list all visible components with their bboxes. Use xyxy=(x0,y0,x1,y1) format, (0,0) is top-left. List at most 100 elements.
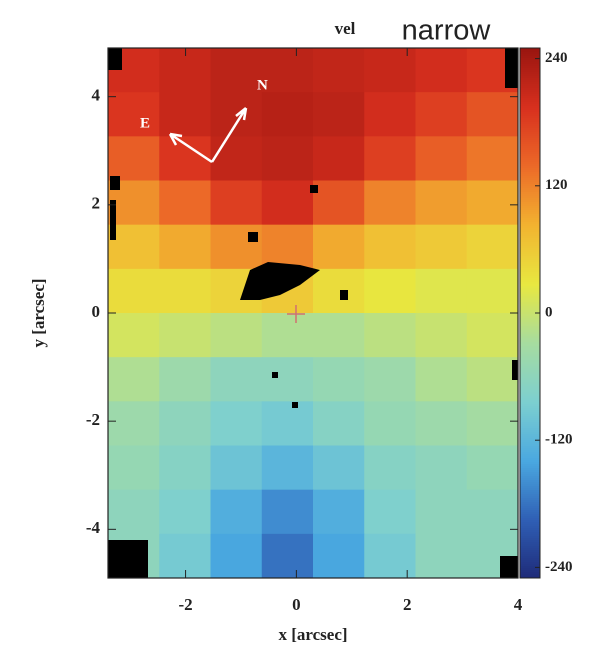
colorbar-step xyxy=(520,516,540,519)
colorbar-step xyxy=(520,374,540,377)
colorbar-step xyxy=(520,566,540,569)
colorbar-step xyxy=(520,354,540,357)
colorbar-step xyxy=(520,414,540,417)
y-tick-label: -2 xyxy=(86,410,100,429)
colorbar-step xyxy=(520,308,540,311)
colorbar-step xyxy=(520,208,540,211)
colorbar-step xyxy=(520,124,540,127)
colorbar-step xyxy=(520,342,540,345)
colorbar-step xyxy=(520,494,540,497)
colorbar-step xyxy=(520,542,540,545)
colorbar-step xyxy=(520,156,540,159)
colorbar-step xyxy=(520,546,540,549)
heatmap-cell xyxy=(364,268,416,314)
colorbar-step xyxy=(520,484,540,487)
colorbar-step xyxy=(520,90,540,93)
heatmap-cell xyxy=(313,401,365,446)
heatmap-cell xyxy=(108,357,160,402)
colorbar-step xyxy=(520,422,540,425)
y-tick-label: -4 xyxy=(86,518,101,537)
heatmap-cell xyxy=(261,224,314,270)
colorbar-step xyxy=(520,532,540,535)
colorbar-step xyxy=(520,162,540,165)
colorbar-step xyxy=(520,472,540,475)
heatmap-cell xyxy=(364,401,416,446)
heatmap-cell xyxy=(108,445,160,491)
heatmap-cell xyxy=(364,224,416,270)
colorbar-step xyxy=(520,94,540,97)
colorbar-step xyxy=(520,398,540,401)
colorbar-step xyxy=(520,66,540,69)
heatmap-cell xyxy=(415,313,468,358)
chart-title: vel xyxy=(335,19,356,38)
colorbar-step xyxy=(520,352,540,355)
colorbar-step xyxy=(520,444,540,447)
heatmap-cell xyxy=(364,92,416,137)
heatmap-cell xyxy=(108,313,160,358)
colorbar-step xyxy=(520,318,540,321)
colorbar-step xyxy=(520,450,540,453)
colorbar-step xyxy=(520,434,540,437)
colorbar-step xyxy=(520,120,540,123)
colorbar-step xyxy=(520,404,540,407)
colorbar-step xyxy=(520,278,540,281)
colorbar-step xyxy=(520,258,540,261)
colorbar-step xyxy=(520,150,540,153)
colorbar-step xyxy=(520,390,540,393)
colorbar-step xyxy=(520,466,540,469)
colorbar-step xyxy=(520,86,540,89)
colorbar-step xyxy=(520,154,540,157)
heatmap-cell xyxy=(313,313,365,358)
colorbar-step xyxy=(520,126,540,129)
colorbar-step xyxy=(520,270,540,273)
annotation: N xyxy=(257,77,268,93)
colorbar-step xyxy=(520,54,540,57)
colorbar-step xyxy=(520,254,540,257)
heatmap-cell xyxy=(466,445,519,491)
masked-pixels xyxy=(108,48,518,578)
colorbar-step xyxy=(520,474,540,477)
colorbar-step xyxy=(520,246,540,249)
heatmap-cell xyxy=(313,92,365,137)
colorbar-step xyxy=(520,288,540,291)
colorbar-step xyxy=(520,140,540,143)
colorbar-step xyxy=(520,554,540,557)
heatmap-cell xyxy=(415,224,468,270)
heatmap-cell xyxy=(415,401,468,446)
colorbar-step xyxy=(520,518,540,521)
colorbar-step xyxy=(520,416,540,419)
colorbar-step xyxy=(520,286,540,289)
heatmap-cell xyxy=(261,489,314,535)
colorbar-step xyxy=(520,548,540,551)
colorbar-step xyxy=(520,348,540,351)
colorbar-step xyxy=(520,76,540,79)
heatmap-cell xyxy=(313,180,365,226)
colorbar-step xyxy=(520,504,540,507)
heatmap-cell xyxy=(261,533,314,579)
colorbar-step xyxy=(520,200,540,203)
colorbar-step xyxy=(520,392,540,395)
heatmap-cell xyxy=(261,48,314,93)
colorbar-step xyxy=(520,536,540,539)
colorbar-step xyxy=(520,380,540,383)
colorbar-step xyxy=(520,176,540,179)
colorbar-step xyxy=(520,452,540,455)
heatmap-cell xyxy=(466,136,519,181)
colorbar-step xyxy=(520,170,540,173)
colorbar-step xyxy=(520,240,540,243)
colorbar-step xyxy=(520,322,540,325)
colorbar-step xyxy=(520,148,540,151)
heatmap-cell xyxy=(159,357,211,402)
colorbar-step xyxy=(520,456,540,459)
colorbar-step xyxy=(520,112,540,115)
colorbar-step xyxy=(520,84,540,87)
colorbar-step xyxy=(520,284,540,287)
colorbar-step xyxy=(520,114,540,117)
y-tick-label: 0 xyxy=(92,302,101,321)
colorbar-step xyxy=(520,320,540,323)
heatmap-cell xyxy=(313,533,365,579)
colorbar-step xyxy=(520,400,540,403)
heatmap-cell xyxy=(313,268,365,314)
colorbar-step xyxy=(520,168,540,171)
colorbar-step xyxy=(520,520,540,523)
